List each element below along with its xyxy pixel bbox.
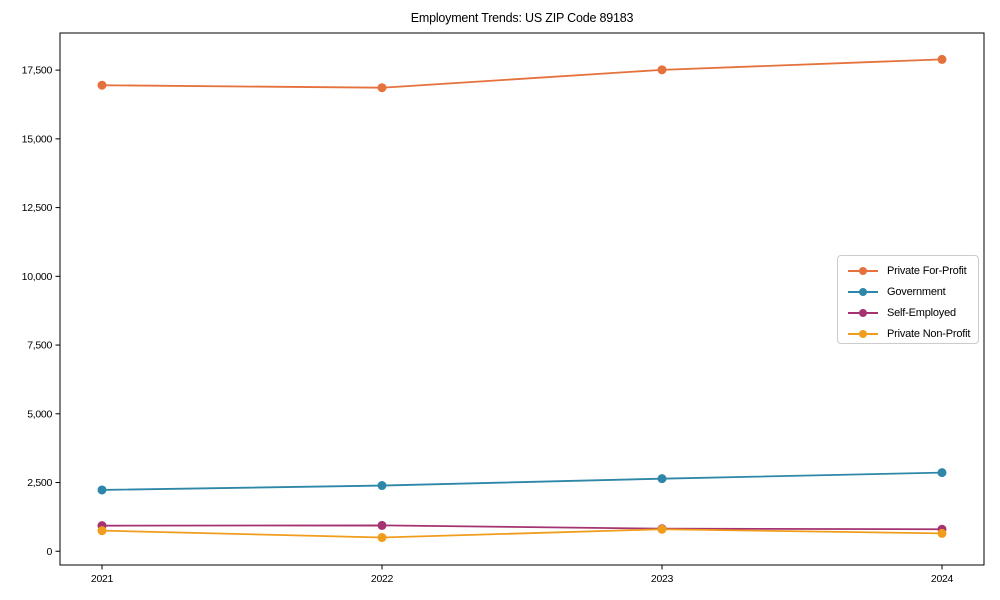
y-tick-label: 5,000 [27, 408, 52, 420]
series-marker [657, 65, 667, 75]
plot-border [59, 32, 985, 566]
legend-item: Government [848, 281, 978, 302]
series-marker [377, 520, 387, 530]
x-tick-label: 2021 [91, 573, 114, 585]
legend-label: Private For-Profit [887, 264, 967, 277]
legend-line-marker-icon [848, 308, 878, 317]
x-tick-label: 2023 [651, 573, 674, 585]
series-marker [657, 474, 667, 484]
series-marker [377, 533, 387, 543]
series-marker [97, 526, 107, 536]
legend-item: Self-Employed [848, 302, 978, 323]
legend-label: Government [887, 285, 946, 298]
y-tick-label: 7,500 [27, 340, 52, 352]
x-tick-label: 2024 [931, 573, 954, 585]
legend-item: Private For-Profit [848, 260, 978, 281]
series-marker [97, 80, 107, 90]
chart-legend: Private For-Profit Government Self-Employe… [837, 255, 979, 344]
series-line [101, 524, 943, 531]
legend-label: Self-Employed [887, 306, 956, 319]
series-marker [657, 524, 667, 534]
legend-line-marker-icon [848, 266, 878, 275]
series-line [101, 58, 943, 89]
y-tick-label: 10,000 [22, 271, 53, 283]
series-marker [937, 54, 947, 64]
legend-item: Private Non-Profit [848, 323, 978, 344]
y-tick-label: 2,500 [27, 477, 52, 489]
y-tick-label: 17,500 [22, 65, 53, 77]
chart-title: Employment Trends: US ZIP Code 89183 [410, 11, 634, 25]
series-marker [377, 83, 387, 93]
legend-label: Private Non-Profit [887, 327, 971, 340]
series-marker [97, 485, 107, 495]
series-line [101, 471, 943, 491]
y-tick-label: 0 [46, 546, 52, 558]
x-tick-label: 2022 [371, 573, 394, 585]
legend-line-marker-icon [848, 287, 878, 296]
series-marker [937, 528, 947, 538]
series-line [101, 528, 943, 539]
y-tick-label: 12,500 [22, 202, 53, 214]
series-marker [377, 481, 387, 491]
y-tick-label: 15,000 [22, 133, 53, 145]
series-marker [937, 468, 947, 478]
legend-line-marker-icon [848, 329, 878, 338]
